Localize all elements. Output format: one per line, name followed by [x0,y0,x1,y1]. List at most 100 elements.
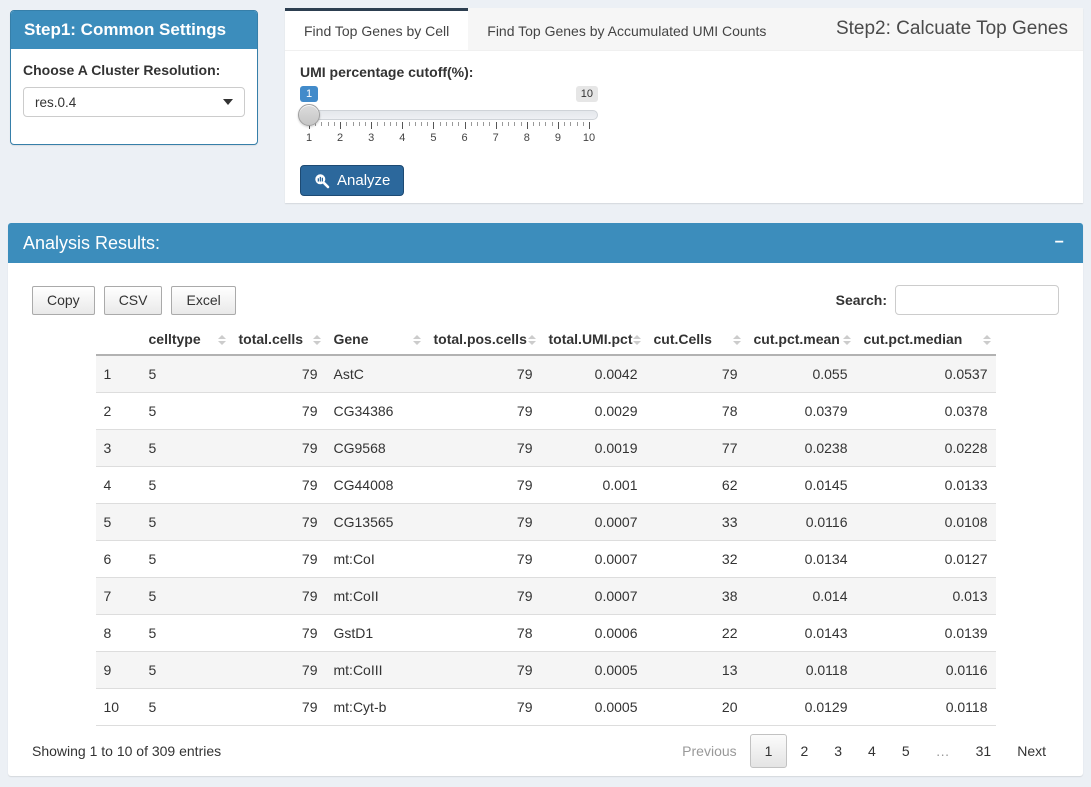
slider-minor-tick [470,122,472,126]
slider-minor-tick [539,122,541,126]
slider-tick-label: 3 [368,132,375,144]
row-index-cell: 8 [103,625,112,641]
page-button-31[interactable]: 31 [975,743,992,759]
slider-minor-tick [564,122,566,126]
table-row[interactable]: 2 5 79 CG34386 79 0.0029 78 0.0379 0.0378 [95,393,996,430]
copy-button[interactable]: Copy [32,285,95,315]
sort-down-icon [842,340,851,345]
column-header-celltype[interactable]: celltype [140,325,231,356]
slider-tick-label: 9 [554,132,561,144]
cell-gene: CG34386 [333,403,394,419]
column-header-label: total.pos.cells [433,331,527,347]
table-row[interactable]: 6 5 79 mt:CoI 79 0.0007 32 0.0134 0.0127 [95,541,996,578]
cell-total-umi-pct: 0.0007 [594,551,638,567]
cell-cut-pct-median: 0.013 [952,588,988,604]
table-head: celltype total.cells Gene total.pos.cells to… [95,325,996,356]
top-row: Step1: Common Settings Choose A Cluster … [8,8,1083,203]
cell-celltype: 5 [148,699,157,715]
search-label: Search: [835,292,887,308]
tab-find-top-genes-by-accumulated-umi-counts[interactable]: Find Top Genes by Accumulated UMI Counts [487,23,767,39]
page-button-3[interactable]: 3 [834,743,843,759]
column-header-total-umi-pct[interactable]: total.UMI.pct [540,325,646,356]
pagination-ellipsis: … [935,743,950,759]
step2-title: Step2: Calcuate Top Genes [835,18,1068,39]
cell-cut-pct-median: 0.0127 [944,551,988,567]
cluster-resolution-select[interactable]: res.0.4 [23,87,245,117]
slider-minor-tick [533,122,534,126]
cell-total-umi-pct: 0.0005 [594,662,638,678]
slider-track[interactable] [300,110,598,120]
page-button-2[interactable]: 2 [800,743,809,759]
cell-total-cells: 79 [301,551,318,567]
analyze-button[interactable]: Analyze [300,165,405,196]
row-index-cell: 2 [103,403,112,419]
previous-page-button: Previous [682,743,737,759]
excel-button[interactable]: Excel [171,285,236,315]
table-row[interactable]: 3 5 79 CG9568 79 0.0019 77 0.0238 0.0228 [95,429,996,467]
page-button-1[interactable]: 1 [749,734,788,768]
cell-total-umi-pct: 0.0005 [594,699,638,715]
slider-major-tick [495,122,497,129]
sort-icon [632,334,641,345]
slider-minor-tick [445,122,447,126]
cell-cut-pct-mean: 0.055 [812,366,848,382]
cell-cut-pct-mean: 0.0118 [805,662,848,678]
cell-cut-pct-median: 0.0133 [944,477,988,493]
slider-tick-label: 1 [305,132,313,144]
slider-minor-tick [414,122,416,126]
slider-minor-tick [570,122,572,126]
cell-total-pos-cells: 79 [516,588,533,604]
table-row[interactable]: 9 5 79 mt:CoIII 79 0.0005 13 0.0118 0.0116 [95,651,996,689]
cell-cut-pct-mean: 0.014 [812,588,848,604]
table-row[interactable]: 8 5 79 GstD1 78 0.0006 22 0.0143 0.0139 [95,615,996,652]
cell-cut-pct-mean: 0.0129 [804,699,848,715]
slider-major-tick [340,122,342,129]
slider-handle[interactable] [298,104,320,126]
slider-minor-tick [520,122,522,126]
cell-cut-cells: 13 [721,662,738,678]
table-row[interactable]: 5 5 79 CG13565 79 0.0007 33 0.0116 0.0108 [95,503,996,541]
table-row[interactable]: 4 5 79 CG44008 79 0.001 62 0.0145 0.0133 [95,467,996,504]
page-button-4[interactable]: 4 [868,743,876,759]
collapse-minus-icon[interactable]: − [1051,235,1068,251]
column-header-gene[interactable]: Gene [325,325,426,356]
search-input[interactable] [895,285,1059,315]
cell-cut-cells: 78 [721,403,738,419]
column-header-cut-pct-median[interactable]: cut.pct.median [855,325,996,356]
column-header-total-pos-cells[interactable]: total.pos.cells [425,325,541,356]
cell-celltype: 5 [148,514,157,530]
cell-total-umi-pct: 0.0029 [594,403,638,419]
sort-down-icon [982,340,991,345]
cell-cut-pct-mean: 0.0134 [804,551,848,567]
step1-panel: Step1: Common Settings Choose A Cluster … [10,10,258,145]
table-row[interactable]: 1 5 79 AstC 79 0.0042 79 0.055 0.0537 [95,355,996,393]
column-header-cut-pct-mean[interactable]: cut.pct.mean [745,325,856,356]
cell-celltype: 5 [148,551,157,567]
row-index-cell: 9 [103,662,112,678]
cell-cut-pct-median: 0.0228 [944,440,988,456]
cell-cut-pct-median: 0.0108 [944,514,988,530]
page-button-5[interactable]: 5 [901,743,910,759]
cell-total-cells: 79 [301,403,318,419]
column-header-label: cut.pct.median [863,331,963,347]
csv-button[interactable]: CSV [103,285,163,315]
table-row[interactable]: 10 5 79 mt:Cyt-b 79 0.0005 20 0.0129 0.0118 [95,689,996,726]
column-header-total-cells[interactable]: total.cells [230,325,326,356]
cluster-resolution-value: res.0.4 [35,94,77,110]
cell-total-pos-cells: 79 [516,662,533,678]
sort-down-icon [312,340,321,345]
next-page-button[interactable]: Next [1017,743,1046,759]
cell-total-cells: 79 [301,366,318,382]
sort-icon [732,334,741,345]
slider-minor-tick [458,122,460,126]
table-row[interactable]: 7 5 79 mt:CoII 79 0.0007 38 0.014 0.013 [95,577,996,615]
column-header-label: Gene [333,331,369,347]
tab-list: Find Top Genes by Cell Find Top Genes by … [285,8,785,50]
umi-cutoff-slider[interactable]: 1 10 1 2 3 4 5 6 7 8 9 10 [298,86,598,148]
tab-find-top-genes-by-cell[interactable]: Find Top Genes by Cell [285,8,469,50]
step1-panel-body: Choose A Cluster Resolution: res.0.4 [11,49,257,144]
row-index-cell: 10 [103,699,120,715]
cell-cut-cells: 77 [721,440,738,456]
column-header-cut-cells[interactable]: cut.Cells [645,325,746,356]
